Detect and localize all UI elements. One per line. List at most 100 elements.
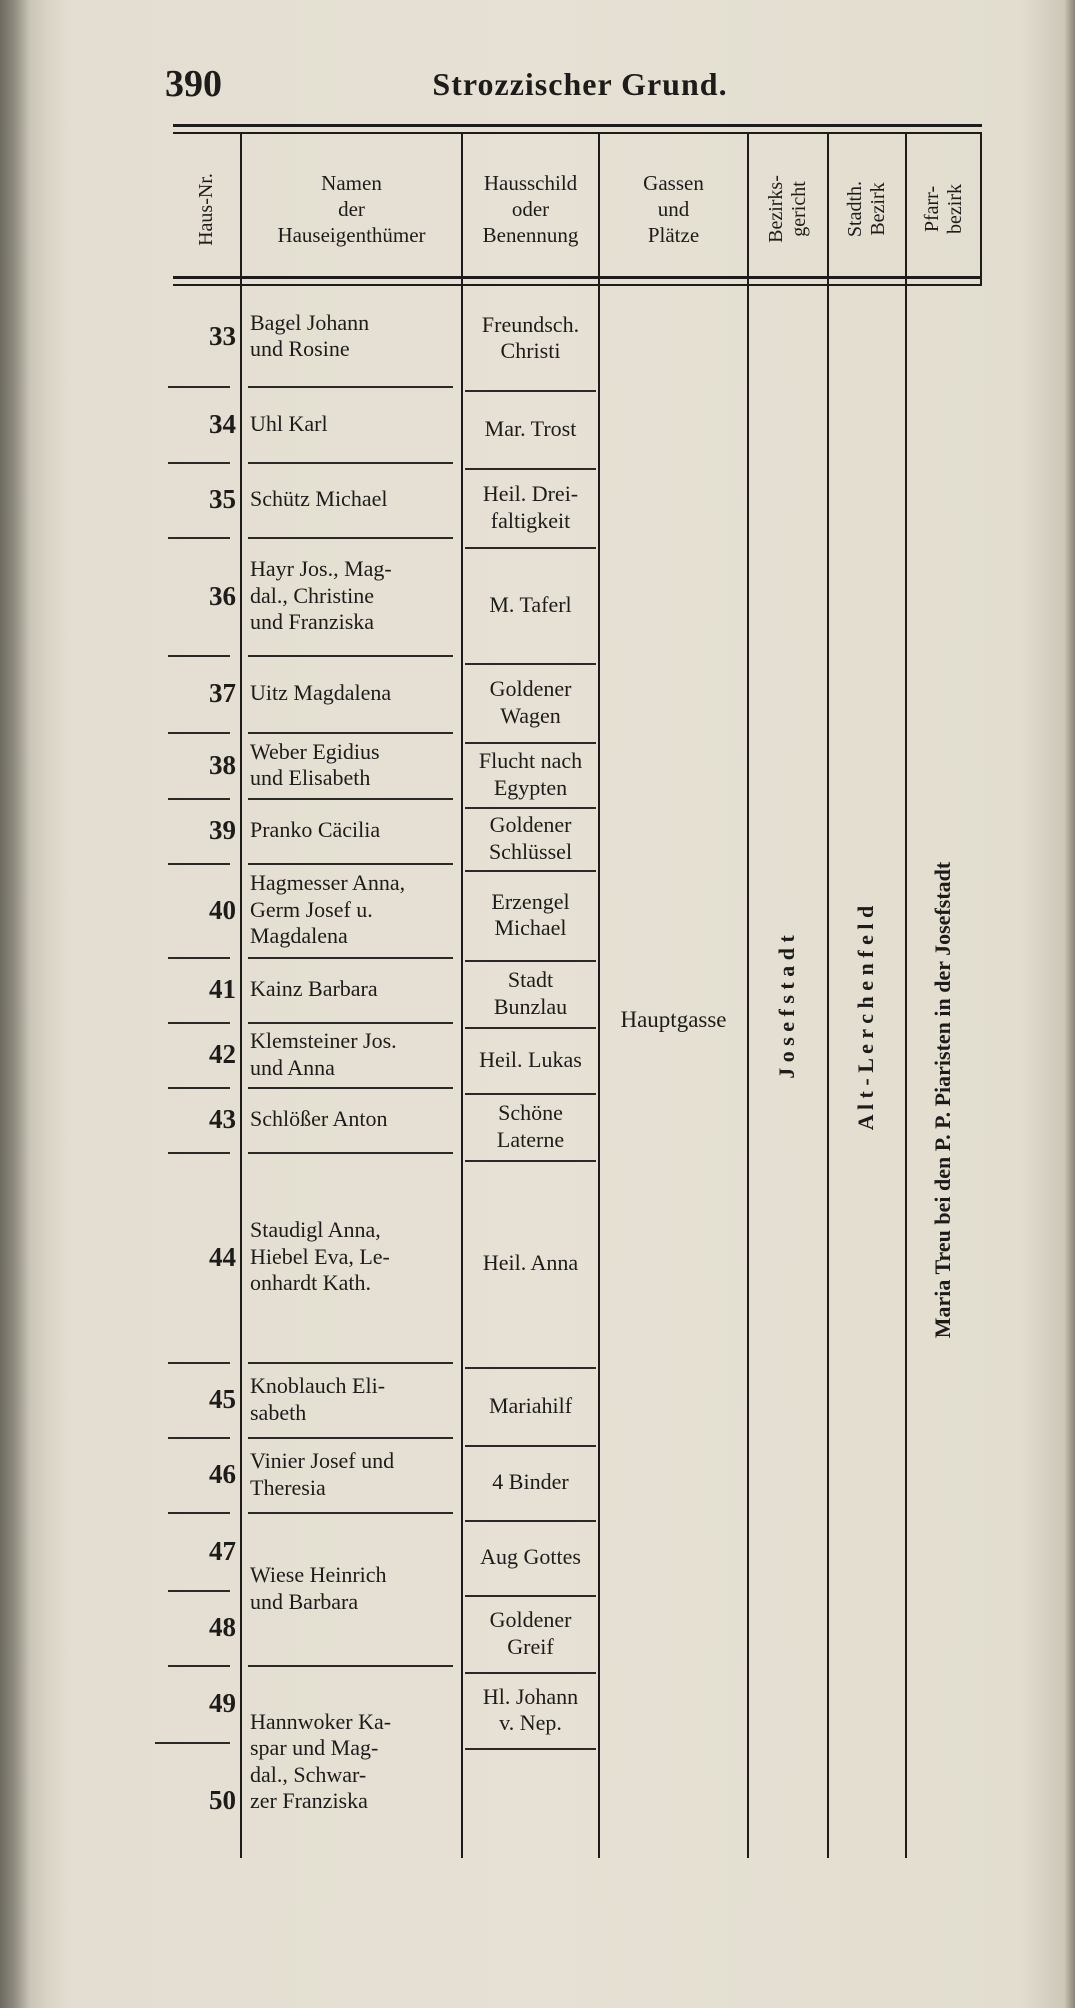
column-divider [461,134,463,1858]
header-rule-inner [173,284,982,286]
row-rule [248,1152,453,1154]
owner-name: Pranko Cäcilia [250,817,381,843]
row-rule [168,537,230,539]
row-rule [168,957,230,959]
house-sign: Schöne Laterne [496,1100,565,1152]
column-divider [240,134,242,1858]
house-number: 44 [209,1241,236,1272]
row-rule [465,742,596,744]
owner-name: Uitz Magdalena [250,680,392,706]
row-rule [168,655,230,657]
house-sign: 4 Binder [492,1469,569,1495]
house-sign: Mar. Trost [484,415,577,441]
column-divider [905,134,907,1858]
row-rule [465,1093,596,1095]
row-rule [248,957,453,959]
house-number: 50 [209,1784,236,1815]
header-haus-nr: Haus-Nr. [173,140,240,278]
house-sign: Hl. Johann v. Nep. [482,1683,579,1735]
page-number: 390 [165,63,222,105]
house-number: 35 [209,484,236,515]
row-rule [248,1022,453,1024]
house-number: 40 [209,894,236,925]
header-stadth-bezirk: Stadth. Bezirk [829,140,905,278]
owner-name: Wiese Heinrich und Barbara [250,1562,387,1614]
house-sign: Freundsch. Christi [481,311,580,363]
house-sign: Flucht nach Egypten [478,748,583,800]
header-haus-nr-label: Haus-Nr. [195,172,218,246]
row-rule [248,537,453,539]
house-sign: Stadt Bunzlau [493,967,568,1019]
owner-name: Hagmesser Anna, Germ Josef u. Magdalena [250,870,406,949]
house-sign: Goldener Wagen [489,676,572,728]
row-rule [248,1087,453,1089]
owner-name: Hannwoker Ka- spar und Mag- dal., Schwar… [250,1708,392,1813]
row-rule [465,1160,596,1162]
row-rule [248,655,453,657]
row-rule [465,468,596,470]
header-bezirksgericht-label: Bezirks- gericht [764,175,810,243]
house-number: 45 [209,1384,236,1415]
row-rule [465,547,596,549]
row-rule [465,1748,596,1750]
row-rule [465,1595,596,1597]
column-divider [747,134,749,1858]
row-rule [248,732,453,734]
house-number: 36 [209,580,236,611]
house-number: 43 [209,1104,236,1135]
row-rule [168,1362,230,1364]
row-rule [248,1512,453,1514]
row-rule [465,1445,596,1447]
owner-name: Vinier Josef und Theresia [250,1448,395,1500]
row-rule [248,798,453,800]
row-rule [168,386,230,388]
district-court: J o s e f s t a d t [774,935,799,1079]
column-divider [980,134,982,286]
row-rule [465,807,596,809]
house-sign: Goldener Greif [489,1607,572,1659]
header-bezirksgericht: Bezirks- gericht [749,140,827,278]
street-name: Hauptgasse [620,1007,727,1033]
owner-name: Klemsteiner Jos. und Anna [250,1028,397,1080]
house-number: 48 [209,1612,236,1643]
row-rule [168,1022,230,1024]
owner-name: Weber Egidius und Elisabeth [250,738,380,790]
row-rule [168,798,230,800]
row-rule [465,1672,596,1674]
house-sign: Heil. Lukas [479,1046,582,1072]
house-number: 37 [209,678,236,709]
house-number: 38 [209,749,236,780]
running-title: Strozzischer Grund. [432,66,728,102]
header-rule [173,276,982,279]
house-number: 34 [209,408,236,439]
header-pfarrbezirk: Pfarr- bezirk [907,140,980,278]
row-rule [168,1665,230,1667]
house-number: 33 [209,320,236,351]
row-rule [168,1152,230,1154]
row-rule [465,870,596,872]
row-rule [168,732,230,734]
row-rule [465,1520,596,1522]
house-sign [463,1748,598,1858]
house-sign: Erzengel Michael [491,888,570,940]
row-rule [248,1437,453,1439]
house-number: 42 [209,1039,236,1070]
parish: Maria Treu bei den P. P. Piaristen in de… [930,861,955,1339]
house-number: 46 [209,1459,236,1490]
row-rule [248,863,453,865]
header-pfarrbezirk-label: Pfarr- bezirk [920,184,966,234]
row-rule [168,1590,230,1592]
column-divider [598,134,600,1858]
row-rule [248,386,453,388]
row-rule [155,1742,230,1744]
owner-name: Uhl Karl [250,410,328,436]
row-rule [465,663,596,665]
house-number: 47 [209,1535,236,1566]
house-number: 39 [209,815,236,846]
row-rule [248,462,453,464]
row-rule [168,1087,230,1089]
house-sign: Heil. Anna [482,1250,579,1276]
header-gassen: Gassen und Plätze [643,170,704,248]
owner-name: Kainz Barbara [250,976,378,1002]
row-rule [465,390,596,392]
